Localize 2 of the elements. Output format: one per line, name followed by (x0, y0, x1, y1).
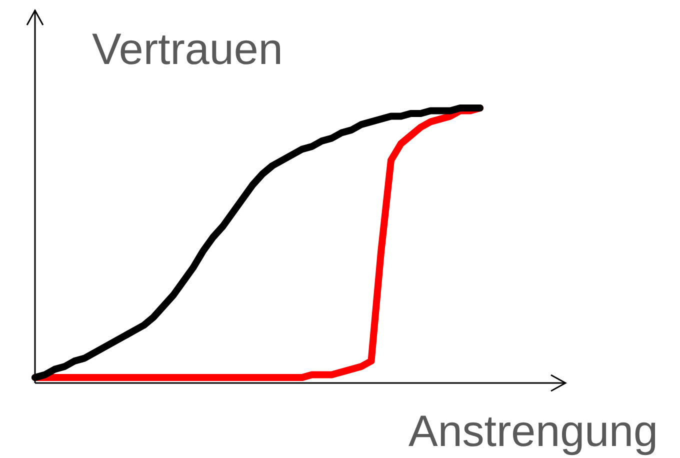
y-axis-title: Vertrauen (92, 25, 283, 74)
x-axis-title: Anstrengung (408, 407, 658, 456)
